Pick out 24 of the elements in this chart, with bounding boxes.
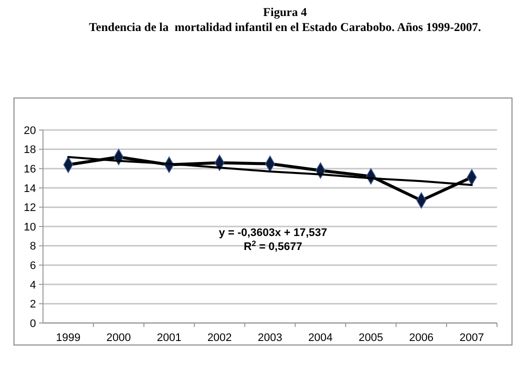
- x-tick-label: 2002: [207, 332, 232, 344]
- x-tick-label: 2001: [156, 332, 182, 344]
- y-tick-label: 0: [30, 318, 36, 330]
- y-tick-label: 20: [24, 124, 36, 137]
- chart-title: Figura 4: [263, 5, 307, 19]
- y-tick-label: 4: [30, 279, 36, 292]
- y-tick-label: 16: [24, 163, 36, 176]
- y-tick-label: 10: [24, 221, 36, 234]
- x-tick-label: 2003: [258, 332, 282, 344]
- x-tick-label: 1999: [56, 332, 80, 344]
- annotation: R$^{2}$ = 0,5677: [244, 238, 302, 253]
- y-tick-label: 8: [30, 240, 36, 253]
- y-tick-label: 18: [24, 144, 36, 156]
- y-tick-label: 6: [30, 260, 36, 272]
- x-tick-label: 2007: [460, 332, 484, 344]
- y-tick-label: 2: [30, 298, 36, 311]
- x-tick-label: 2005: [358, 332, 384, 344]
- y-tick-label: 14: [24, 182, 36, 195]
- y-tick-label: 12: [24, 202, 36, 214]
- annotation: y = -0,3603x + 17,537: [218, 227, 328, 239]
- x-tick-label: 2006: [409, 332, 434, 344]
- x-tick-label: 2000: [106, 332, 131, 344]
- x-tick-label: 2004: [308, 332, 333, 344]
- chart-subtitle: Tendencia de la mortalidad infantil en el Estado Carabobo. Años 1999-2007.: [89, 20, 481, 34]
